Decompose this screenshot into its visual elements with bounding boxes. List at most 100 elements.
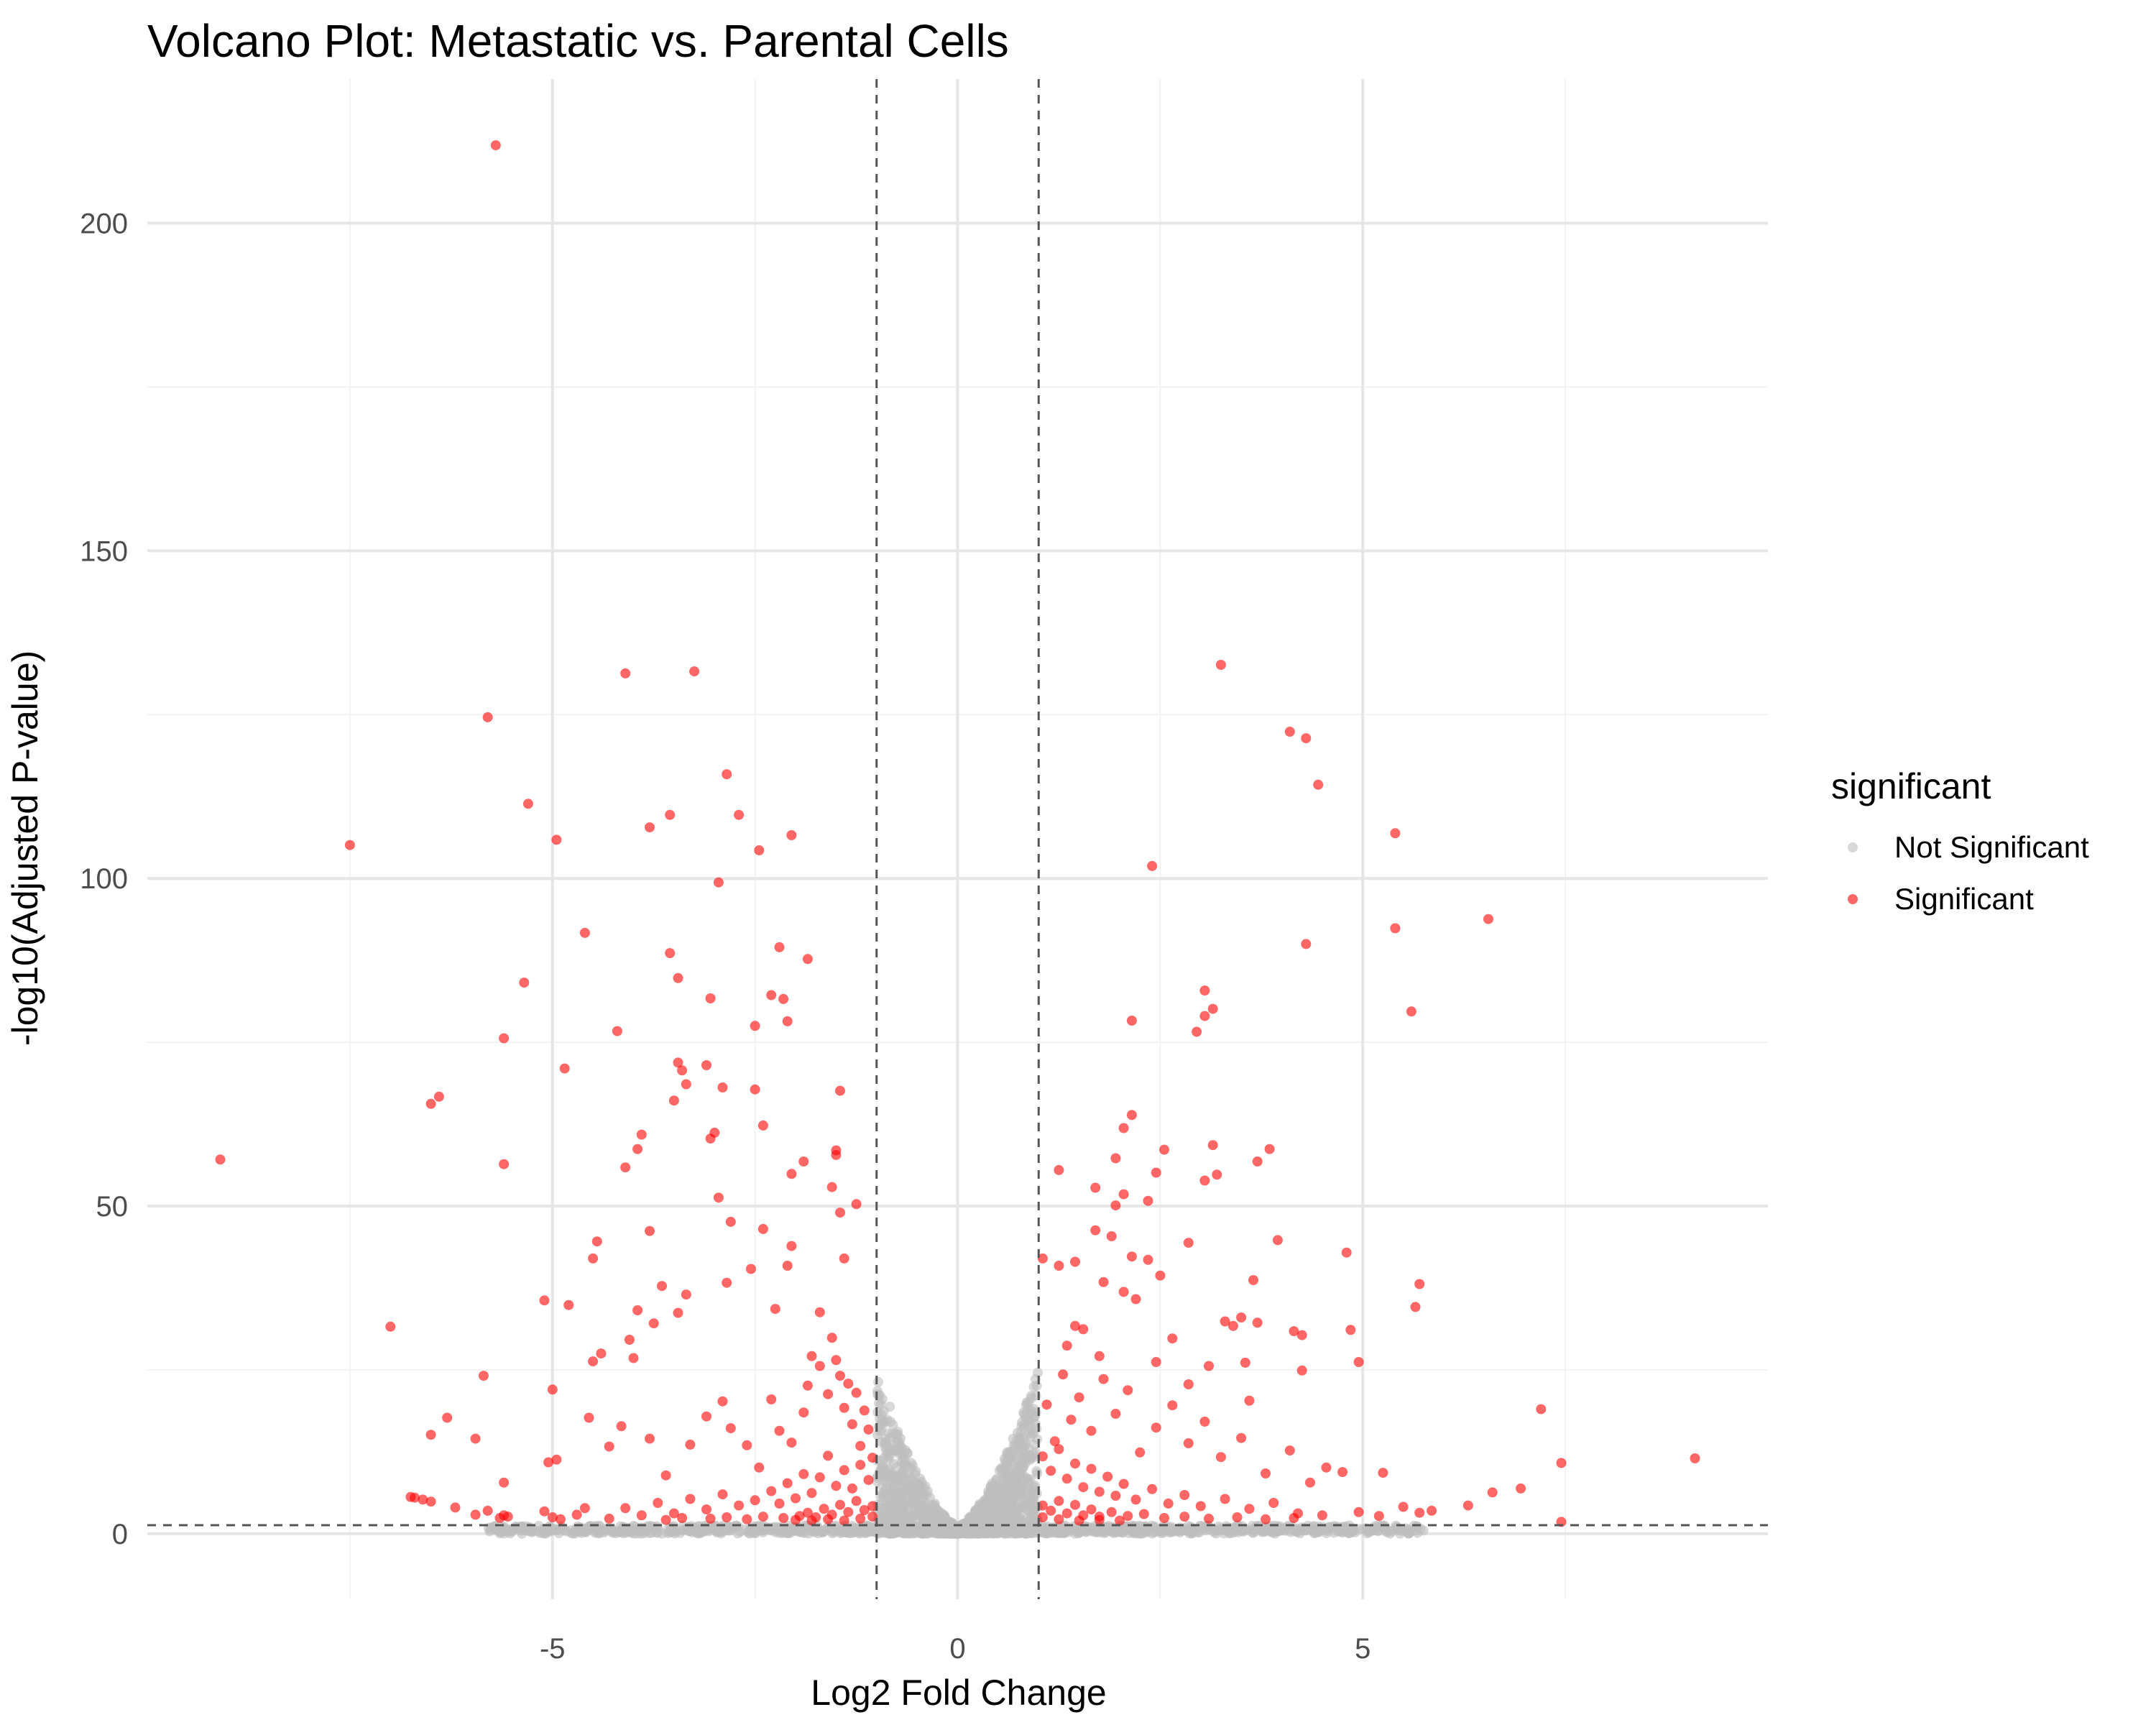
significant-point: [859, 1505, 870, 1515]
significant-point: [806, 1351, 817, 1361]
significant-point: [632, 1144, 643, 1154]
not-significant-point: [628, 1521, 639, 1531]
significant-point: [433, 1091, 444, 1102]
not-significant-point: [880, 1476, 891, 1487]
significant-point: [681, 1289, 691, 1300]
significant-point: [802, 1380, 813, 1391]
not-significant-point: [874, 1398, 884, 1409]
significant-point: [851, 1387, 862, 1398]
legend-item-not-significant: Not Significant: [1831, 822, 2089, 873]
significant-point: [742, 1440, 752, 1450]
significant-point: [1199, 1416, 1210, 1427]
significant-point: [677, 1065, 688, 1076]
y-tick-label: 150: [80, 535, 128, 567]
significant-point: [1054, 1496, 1064, 1506]
not-significant-point: [1224, 1528, 1235, 1539]
significant-point: [826, 1333, 837, 1343]
significant-point: [835, 1208, 845, 1218]
not-significant-point: [886, 1502, 897, 1513]
significant-point: [1074, 1515, 1084, 1526]
not-significant-point: [980, 1525, 991, 1536]
not-significant-point: [929, 1500, 940, 1511]
significant-point: [556, 1514, 566, 1524]
significant-point: [385, 1321, 396, 1332]
not-significant-point: [987, 1515, 998, 1526]
significant-point: [442, 1412, 453, 1423]
significant-point: [685, 1494, 696, 1504]
significant-point: [826, 1182, 837, 1192]
significant-point: [559, 1063, 570, 1074]
x-tick-label: 0: [949, 1633, 965, 1665]
not-significant-point: [908, 1495, 919, 1506]
significant-point: [584, 1412, 594, 1423]
significant-point: [1061, 1508, 1072, 1519]
significant-point: [673, 972, 683, 983]
significant-point: [673, 1307, 683, 1318]
significant-point: [1046, 1505, 1056, 1516]
significant-point: [1118, 1189, 1129, 1200]
not-significant-point: [1005, 1527, 1015, 1537]
significant-point: [1163, 1498, 1174, 1509]
significant-point: [1296, 1365, 1307, 1376]
significant-point: [1106, 1506, 1117, 1517]
significant-point: [1390, 923, 1401, 934]
not-significant-point: [1024, 1453, 1035, 1463]
significant-point: [1070, 1256, 1080, 1267]
significant-point: [722, 1277, 732, 1288]
significant-point: [1390, 828, 1401, 839]
significant-point: [1094, 1486, 1105, 1497]
significant-point: [648, 1318, 659, 1329]
not-significant-point: [1031, 1466, 1042, 1476]
not-significant-point: [754, 1522, 764, 1532]
significant-point: [1049, 1436, 1060, 1447]
significant-point: [645, 1225, 655, 1236]
significant-point: [847, 1483, 857, 1494]
significant-point: [1353, 1506, 1364, 1517]
significant-point: [1147, 860, 1158, 871]
significant-point: [802, 954, 813, 965]
significant-point: [425, 1098, 436, 1109]
significant-point: [405, 1491, 416, 1502]
significant-point: [1199, 1175, 1210, 1186]
significant-point: [1414, 1279, 1425, 1289]
not-significant-point: [1263, 1524, 1273, 1535]
significant-point: [798, 1156, 809, 1167]
significant-point: [1054, 1444, 1064, 1455]
significant-point: [1236, 1312, 1247, 1322]
significant-point: [831, 1149, 842, 1160]
significant-point: [754, 1462, 765, 1473]
not-significant-point: [672, 1526, 683, 1537]
significant-point: [867, 1501, 878, 1512]
x-axis-title: Log2 Fold Change: [811, 1673, 1106, 1713]
significant-point: [1215, 660, 1226, 670]
not-significant-point: [1025, 1527, 1036, 1538]
significant-point: [425, 1496, 436, 1507]
significant-point: [645, 1433, 655, 1444]
significant-point: [450, 1502, 461, 1513]
significant-point: [1268, 1498, 1279, 1508]
significant-point: [547, 1384, 558, 1395]
not-significant-point: [513, 1522, 524, 1532]
significant-point: [1345, 1325, 1356, 1335]
not-significant-point: [1358, 1524, 1368, 1535]
significant-point: [750, 1021, 760, 1031]
significant-point: [782, 1478, 793, 1489]
significant-point: [1207, 1003, 1218, 1014]
significant-point: [1296, 1330, 1307, 1340]
significant-point: [835, 1499, 845, 1510]
significant-point: [766, 1394, 777, 1404]
significant-point: [1098, 1374, 1109, 1384]
not-significant-point: [561, 1526, 572, 1537]
significant-point: [746, 1264, 756, 1274]
significant-point: [1305, 1477, 1315, 1488]
significant-point: [579, 927, 590, 938]
significant-point: [713, 1192, 724, 1203]
significant-point: [547, 1512, 558, 1522]
not-significant-point: [652, 1527, 663, 1538]
significant-point: [843, 1379, 854, 1389]
significant-points: [215, 140, 1700, 1527]
threshold-lines: [147, 79, 1768, 1599]
significant-point: [668, 1095, 679, 1106]
significant-point: [1272, 1235, 1283, 1246]
significant-point: [1227, 1320, 1238, 1331]
